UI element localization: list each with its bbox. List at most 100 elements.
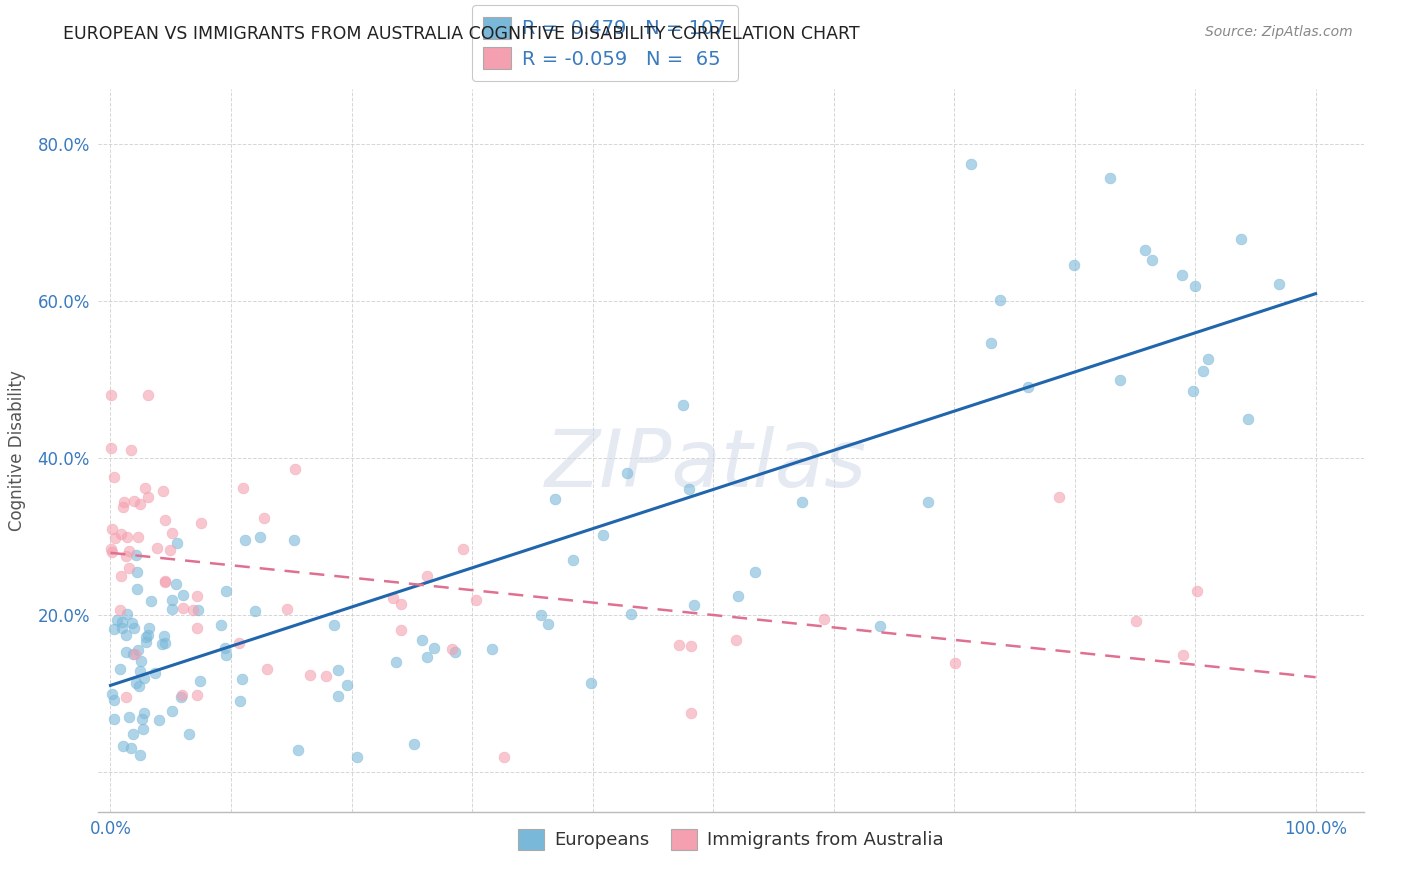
Point bbox=[129, 654, 152, 668]
Point bbox=[537, 617, 560, 632]
Point bbox=[1135, 243, 1157, 257]
Point bbox=[1171, 268, 1194, 282]
Point bbox=[215, 584, 238, 599]
Point bbox=[135, 634, 157, 648]
Point bbox=[214, 640, 236, 655]
Point bbox=[125, 566, 148, 580]
Point bbox=[155, 636, 177, 650]
Point bbox=[384, 655, 406, 669]
Point bbox=[160, 601, 183, 615]
Point bbox=[917, 494, 939, 508]
Point bbox=[160, 705, 183, 719]
Point bbox=[135, 630, 157, 644]
Point bbox=[153, 575, 176, 590]
Point bbox=[100, 687, 122, 701]
Point bbox=[100, 388, 122, 402]
Point bbox=[592, 528, 614, 542]
Point bbox=[111, 500, 134, 514]
Point bbox=[100, 441, 122, 455]
Point bbox=[115, 690, 138, 704]
Point bbox=[132, 671, 155, 685]
Point bbox=[440, 642, 463, 657]
Point bbox=[136, 388, 159, 402]
Point bbox=[243, 603, 266, 617]
Point bbox=[681, 639, 703, 653]
Point bbox=[411, 633, 433, 648]
Point bbox=[120, 442, 142, 457]
Point bbox=[111, 621, 134, 635]
Y-axis label: Cognitive Disability: Cognitive Disability bbox=[8, 370, 27, 531]
Point bbox=[616, 466, 638, 480]
Point bbox=[287, 743, 309, 757]
Point bbox=[727, 589, 749, 603]
Point bbox=[110, 602, 132, 616]
Point bbox=[249, 530, 271, 544]
Point bbox=[444, 644, 467, 658]
Point bbox=[110, 615, 132, 630]
Point bbox=[153, 574, 176, 588]
Point bbox=[127, 642, 149, 657]
Point bbox=[124, 647, 146, 661]
Point bbox=[105, 613, 128, 627]
Point bbox=[1125, 614, 1147, 628]
Point bbox=[1268, 277, 1291, 292]
Point bbox=[122, 621, 145, 635]
Point bbox=[110, 568, 132, 582]
Point bbox=[153, 513, 176, 527]
Point bbox=[117, 710, 139, 724]
Point bbox=[228, 636, 250, 650]
Point bbox=[103, 469, 125, 483]
Point bbox=[1197, 352, 1219, 367]
Point bbox=[128, 664, 150, 678]
Point bbox=[162, 593, 184, 607]
Point bbox=[228, 694, 250, 708]
Point bbox=[101, 522, 124, 536]
Point bbox=[315, 668, 337, 682]
Point bbox=[1229, 231, 1251, 245]
Point bbox=[562, 552, 585, 566]
Point bbox=[389, 597, 412, 611]
Point bbox=[451, 542, 474, 557]
Point bbox=[253, 511, 276, 525]
Point bbox=[980, 335, 1002, 350]
Point bbox=[172, 601, 194, 615]
Point bbox=[668, 639, 690, 653]
Point bbox=[744, 565, 766, 579]
Point bbox=[121, 616, 143, 631]
Point bbox=[148, 713, 170, 727]
Point bbox=[620, 607, 643, 621]
Point bbox=[186, 688, 208, 702]
Point bbox=[118, 544, 141, 558]
Point bbox=[1173, 648, 1195, 663]
Point bbox=[160, 525, 183, 540]
Point bbox=[115, 530, 138, 544]
Point bbox=[187, 603, 209, 617]
Point bbox=[869, 618, 891, 632]
Point bbox=[322, 617, 344, 632]
Text: Source: ZipAtlas.com: Source: ZipAtlas.com bbox=[1205, 25, 1353, 39]
Point bbox=[1098, 171, 1121, 186]
Point bbox=[1236, 412, 1258, 426]
Point bbox=[346, 749, 368, 764]
Point bbox=[141, 594, 163, 608]
Point bbox=[129, 497, 152, 511]
Point bbox=[1063, 258, 1085, 272]
Point bbox=[1182, 384, 1205, 399]
Point bbox=[108, 663, 131, 677]
Point bbox=[122, 648, 145, 662]
Point bbox=[166, 535, 188, 549]
Point bbox=[215, 648, 238, 662]
Point bbox=[165, 577, 187, 591]
Point bbox=[284, 462, 307, 476]
Point bbox=[678, 482, 700, 496]
Point bbox=[423, 640, 446, 655]
Point bbox=[1108, 373, 1130, 387]
Point bbox=[112, 495, 135, 509]
Point bbox=[120, 740, 142, 755]
Point bbox=[103, 622, 125, 636]
Point bbox=[172, 588, 194, 602]
Point bbox=[170, 690, 193, 705]
Point bbox=[1191, 363, 1213, 377]
Point bbox=[100, 542, 122, 557]
Point bbox=[125, 548, 148, 562]
